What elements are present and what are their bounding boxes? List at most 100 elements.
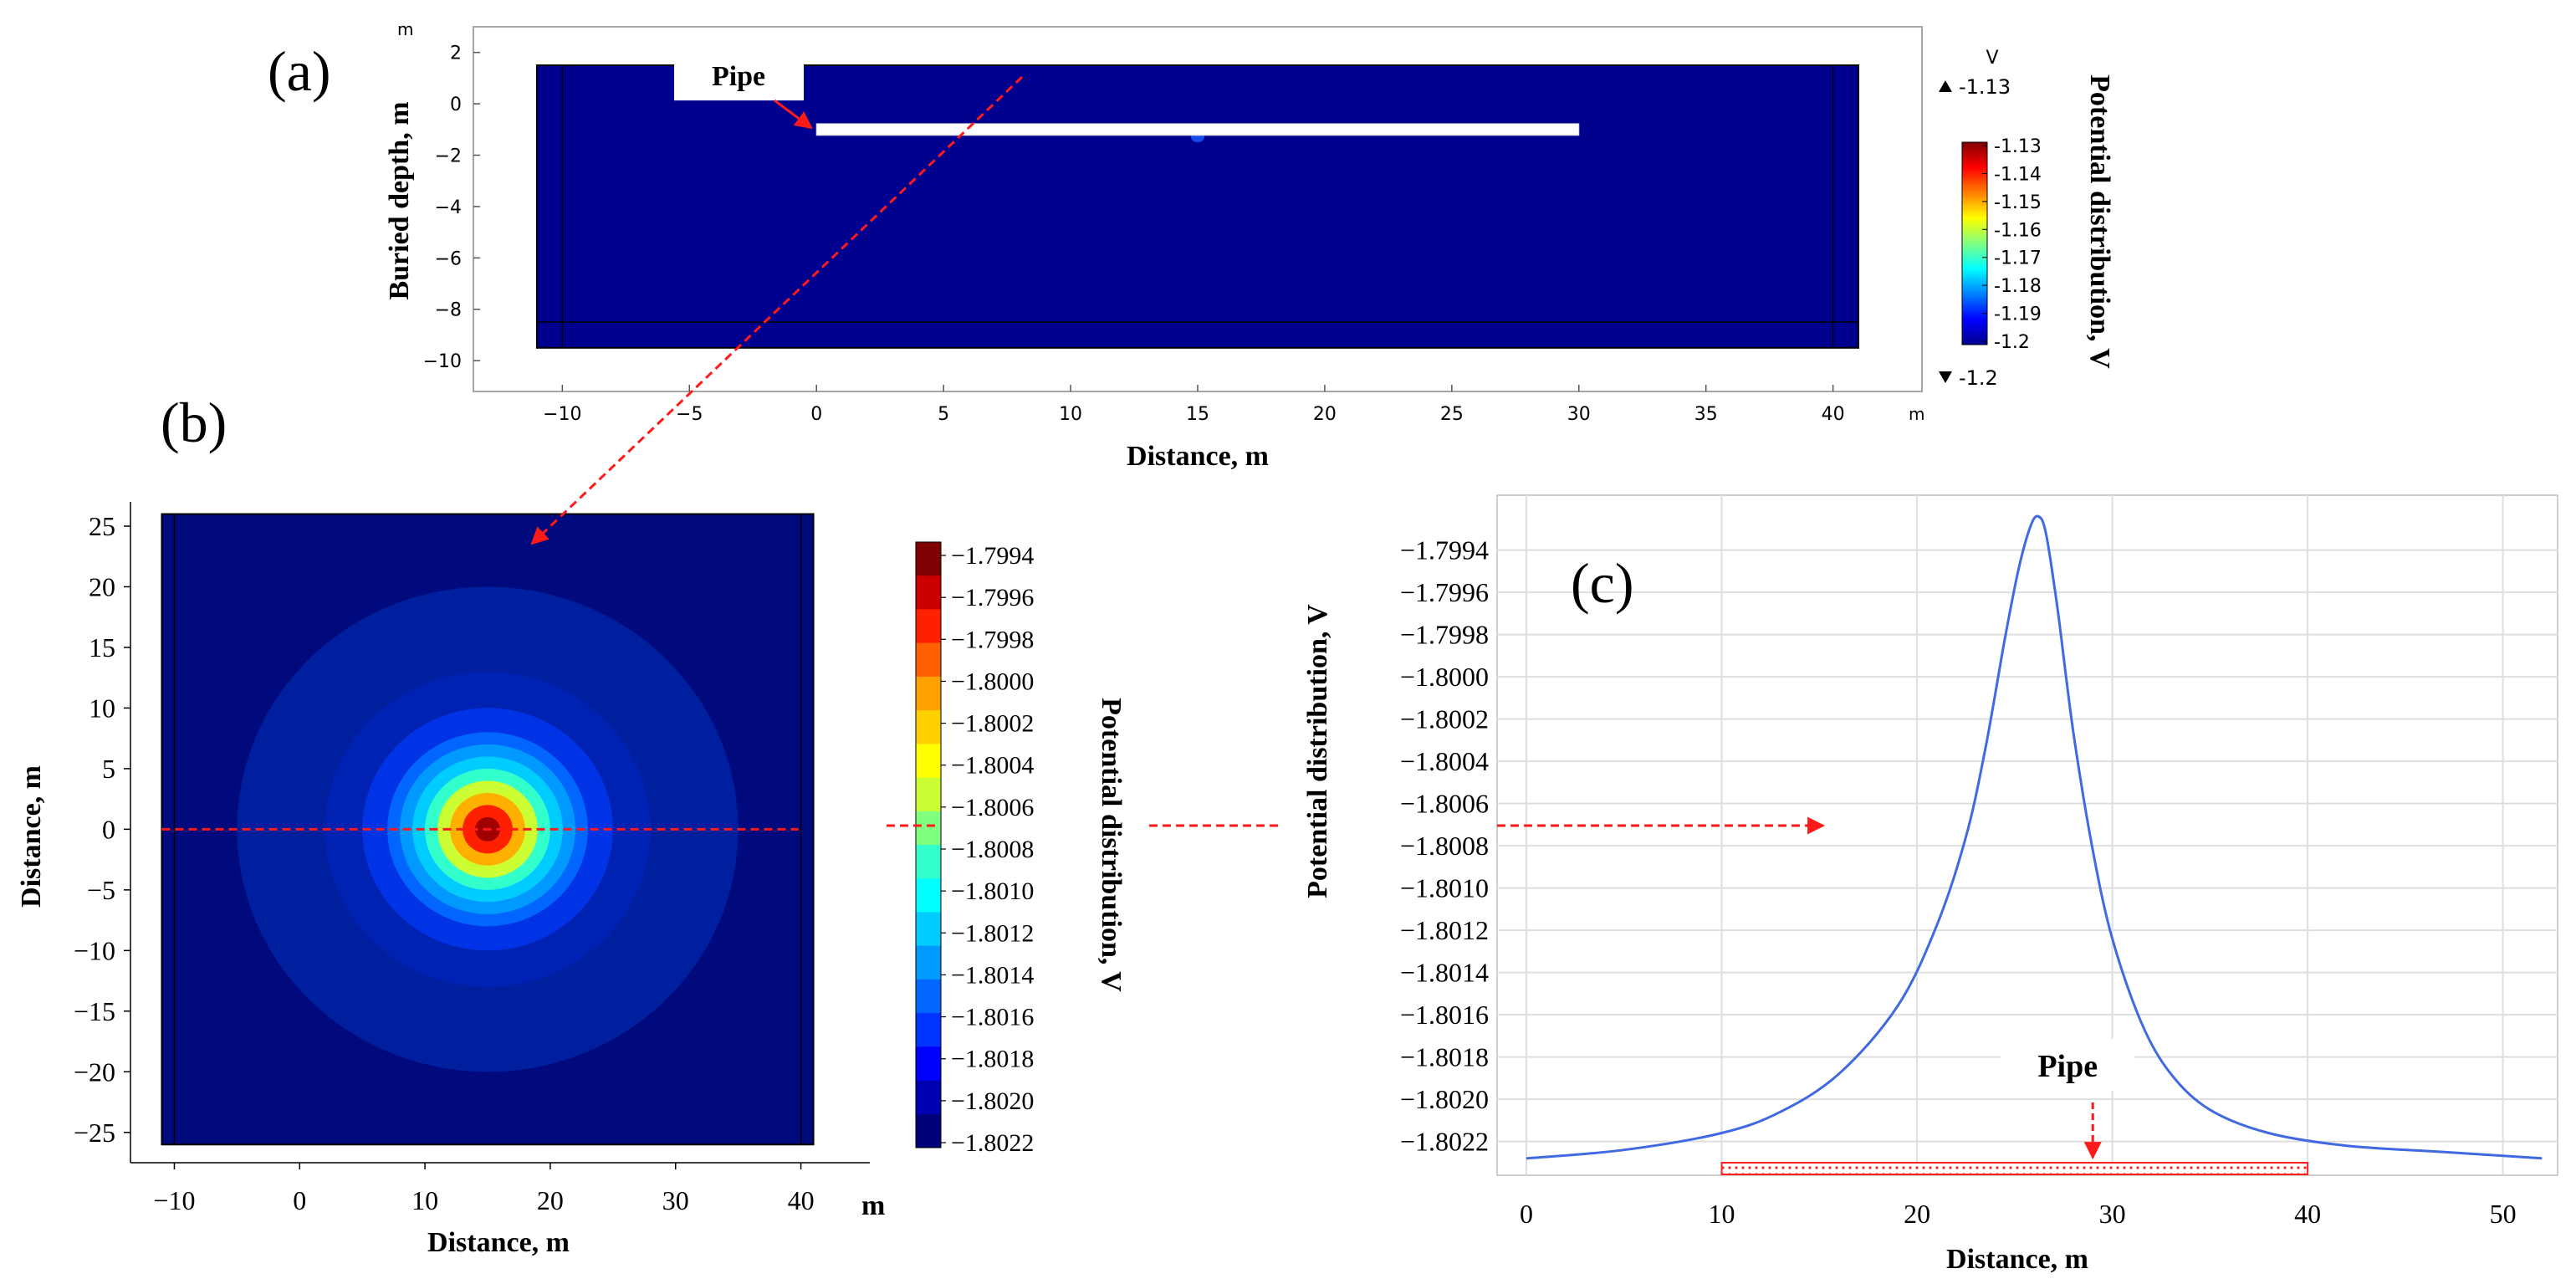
panel-b-colorbar-tick-label: −1.8002 xyxy=(951,710,1034,738)
panel-b-y-tick-label: 25 xyxy=(89,511,115,541)
panel-b-colorbar-segment xyxy=(916,1080,941,1115)
panel-b-colorbar-segment xyxy=(916,811,941,846)
panel-b-colorbar-tick-label: −1.8006 xyxy=(951,794,1034,821)
panel-label-b: (b) xyxy=(161,391,227,454)
panel-a-colorbar-tick-label: -1.14 xyxy=(1994,164,2042,185)
panel-a-x-tick-label: 20 xyxy=(1313,404,1337,425)
panel-b-y-tick-label: −5 xyxy=(87,875,115,905)
panel-b-colorbar-segment xyxy=(916,777,941,812)
panel-connectors xyxy=(530,75,1826,835)
panel-b-colorbar-segment xyxy=(916,676,941,711)
panel-c-y-tick-label: −1.8006 xyxy=(1400,789,1489,819)
panel-c-x-tick-label: 30 xyxy=(2099,1199,2126,1229)
panel-b-colorbar-segment xyxy=(916,1013,941,1047)
panel-b-y-axis-title: Distance, m xyxy=(16,765,47,908)
panel-a-colorbar-tick-label: -1.13 xyxy=(1994,136,2042,157)
panel-b-colorbar-segment xyxy=(916,979,941,1014)
panel-b-y-tick-label: 15 xyxy=(89,632,115,662)
panel-c-x-tick-label: 20 xyxy=(1904,1199,1930,1229)
panel-b-colorbar-segment xyxy=(916,542,941,576)
panel-c-y-tick-label: −1.8018 xyxy=(1400,1042,1489,1072)
panel-c-y-tick-label: −1.8016 xyxy=(1400,1000,1489,1030)
panel-b-colorbar-frame xyxy=(915,541,942,1148)
panel-a-x-tick-label: −5 xyxy=(676,404,703,425)
panel-c-x-tick-label: 10 xyxy=(1709,1199,1735,1229)
panel-c-y-tick-label: −1.8012 xyxy=(1400,915,1489,945)
panel-a-y-tick-label: −4 xyxy=(435,197,462,218)
panel-a-colorbar-tick-label: -1.16 xyxy=(1994,220,2042,241)
panel-c-x-axis-title: Distance, m xyxy=(1946,1244,2088,1275)
panel-c-y-tick-label: −1.8014 xyxy=(1400,958,1489,988)
panel-b-colorbar-tick-label: −1.8014 xyxy=(951,961,1034,989)
panel-c-x-tick-label: 0 xyxy=(1520,1199,1533,1229)
panel-a-colorbar-tick-label: -1.18 xyxy=(1994,276,2042,297)
panel-b-colorbar-title: Potential distribution, V xyxy=(1096,698,1127,992)
panel-b-colorbar-segment xyxy=(916,1046,941,1082)
panel-a-x-unit: m xyxy=(1909,404,1924,424)
panel-a-y-tick-label: 2 xyxy=(450,43,462,64)
panel-a-pipe xyxy=(815,123,1580,136)
panel-c-y-tick-label: −1.7994 xyxy=(1400,535,1489,565)
panel-b-y-tick-label: 20 xyxy=(89,571,115,601)
panel-c-y-axis-title: Potential distribution, V xyxy=(1302,604,1333,898)
panel-b-colorbar-segment xyxy=(916,609,941,644)
panel-c-y-tick-label: −1.7998 xyxy=(1400,620,1489,650)
panel-a-y-unit: m xyxy=(397,19,413,39)
panel-a-x-tick-label: 5 xyxy=(938,404,949,425)
panel-b-y-tick-label: −20 xyxy=(74,1056,115,1087)
panel-c-y-tick-label: −1.8002 xyxy=(1400,704,1489,734)
panel-b-x-tick-label: 30 xyxy=(662,1185,689,1215)
panel-c-y-tick-label: −1.8008 xyxy=(1400,831,1489,861)
panel-b-colorbar-segment xyxy=(916,744,941,779)
panel-b-colorbar-segment xyxy=(916,845,941,879)
panel-b-y-tick-label: 10 xyxy=(89,693,115,723)
panel-b-colorbar-tick-label: −1.8008 xyxy=(951,836,1034,863)
panel-b: (b) −10 0 10 20 30 40 25 20 15 10 5 0 −5 −10 −15 −20 −25… xyxy=(16,391,1127,1258)
panel-b-colorbar-segment xyxy=(916,945,941,980)
panel-a-y-tick-label: −6 xyxy=(435,248,462,269)
panel-a-x-tick-label: 30 xyxy=(1567,404,1591,425)
panel-a-x-tick-label: 10 xyxy=(1059,404,1082,425)
panel-a-colorbar-unit: V xyxy=(1986,48,1998,69)
panel-b-y-tick-label: −10 xyxy=(74,935,115,965)
panel-a-colorbar-max-label: -1.13 xyxy=(1959,75,2011,99)
panel-b-x-unit: m xyxy=(861,1190,885,1221)
panel-a: (a) Pipe−10 −5 0 5 10 15 20 25 30 35 4020−2−4−6−8−… xyxy=(268,19,2115,472)
panel-c-y-tick-label: −1.8010 xyxy=(1400,873,1489,903)
panel-a-x-axis-title: Distance, m xyxy=(1127,441,1269,472)
panel-a-x-tick-label: −10 xyxy=(543,404,581,425)
panel-b-colorbar-tick-label: −1.8022 xyxy=(951,1129,1034,1157)
panel-a-potential-field xyxy=(535,64,1860,349)
panel-b-colorbar-tick-label: −1.8020 xyxy=(951,1087,1034,1115)
panel-b-colorbar-segment xyxy=(916,912,941,947)
panel-a-y-tick-label: −8 xyxy=(435,300,462,321)
panel-a-colorbar-tick-label: -1.2 xyxy=(1994,332,2030,353)
panel-b-x-tick-label: 10 xyxy=(411,1185,438,1215)
panel-a-x-tick-label: 40 xyxy=(1822,404,1845,425)
panel-c: 0 10 20 30 40 50 −1.7994 −1.7996 −1.7998 −1.8000 −… xyxy=(1302,494,2558,1275)
panel-b-x-axis-title: Distance, m xyxy=(427,1227,570,1258)
panel-b-x-tick-label: 0 xyxy=(293,1185,306,1215)
panel-b-y-tick-label: 5 xyxy=(102,754,115,784)
panel-c-pipe-marker xyxy=(1720,1162,2309,1175)
panel-a-pipe-annotation: Pipe xyxy=(712,61,765,92)
panel-b-colorbar-segment xyxy=(916,642,941,678)
panel-c-pipe-annotation: Pipe xyxy=(2037,1049,2098,1084)
panel-c-y-tick-label: −1.8020 xyxy=(1400,1084,1489,1114)
panel-a-colorbar: -1.13 -1.14 -1.15 -1.16 -1.17 -1.18 -1.19 -1.2 xyxy=(1961,136,2042,353)
panel-a-colorbar-min-label: -1.2 xyxy=(1959,366,1998,390)
panel-c-x-tick-label: 40 xyxy=(2294,1199,2321,1229)
panel-a-colorbar-bar xyxy=(1961,141,1988,345)
panel-c-pipe-label-box xyxy=(2001,1039,2135,1091)
colorbar-min-triangle-icon xyxy=(1939,371,1952,383)
panel-b-y-tick-label: 0 xyxy=(102,814,115,844)
panel-b-colorbar-tick-label: −1.7998 xyxy=(951,626,1034,653)
panel-b-colorbar-tick-label: −1.7996 xyxy=(951,584,1034,611)
panel-a-x-tick-label: 15 xyxy=(1186,404,1209,425)
panel-c-y-tick-label: −1.8022 xyxy=(1400,1127,1489,1157)
panel-b-colorbar-segment xyxy=(916,575,941,610)
panel-c-series-line xyxy=(1526,514,2543,1160)
panel-c-y-tick-label: −1.8000 xyxy=(1400,662,1489,692)
panel-b-y-tick-label: −15 xyxy=(74,996,115,1026)
